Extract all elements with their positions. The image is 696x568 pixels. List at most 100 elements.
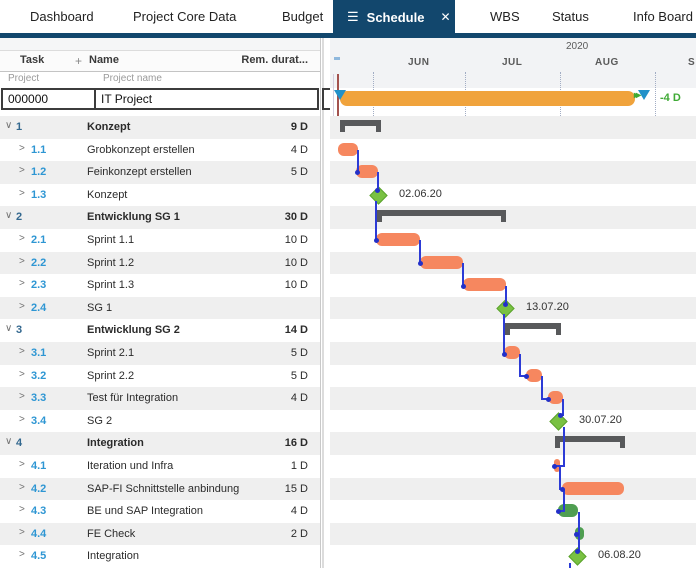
gantt-summary-bar[interactable] <box>555 436 625 449</box>
nav-tab-status[interactable]: Status <box>552 9 589 24</box>
expand-icon[interactable]: > <box>19 413 25 425</box>
milestone-icon[interactable] <box>369 186 388 205</box>
task-row[interactable]: >1.1 Grobkonzept erstellen 4 D <box>0 138 320 162</box>
task-name: Sprint 1.1 <box>87 233 135 246</box>
gantt-summary-bar[interactable] <box>377 210 506 223</box>
task-row[interactable]: >3.1 Sprint 2.1 5 D <box>0 341 320 365</box>
milestone-icon[interactable] <box>496 299 515 318</box>
gantt-task-bar[interactable] <box>548 391 563 405</box>
nav-tab-budget[interactable]: Budget <box>282 9 324 24</box>
task-row[interactable]: >2.2 Sprint 1.2 10 D <box>0 251 320 275</box>
gantt-task-bar[interactable] <box>338 142 358 156</box>
table-toolbar-strip <box>0 38 320 50</box>
nav-tab-project-core-data[interactable]: Project Core Data <box>133 9 237 24</box>
expand-icon[interactable]: > <box>19 165 25 177</box>
task-row[interactable]: ∨ 2 Entwicklung SG 1 30 D <box>0 206 320 229</box>
expand-icon[interactable]: > <box>19 504 25 516</box>
expand-icon[interactable]: > <box>19 345 25 357</box>
project-name-input[interactable] <box>94 88 319 110</box>
gantt-green-bar[interactable] <box>575 526 584 540</box>
collapse-icon[interactable]: ∨ <box>5 120 13 131</box>
expand-icon[interactable]: > <box>19 368 25 380</box>
task-row[interactable]: >4.2 SAP-FI Schnittstelle anbindung 15 D <box>0 477 320 501</box>
expand-icon[interactable]: > <box>19 255 25 267</box>
column-header-duration[interactable]: Rem. durat... <box>241 54 308 66</box>
expand-icon[interactable]: > <box>19 300 25 312</box>
gantt-task-bar[interactable] <box>526 368 542 382</box>
close-tab-icon[interactable]: ✕ <box>440 10 451 24</box>
nav-tab-schedule-active[interactable]: ☰ Schedule ✕ <box>333 0 455 38</box>
task-duration: 9 D <box>290 121 308 133</box>
panel-splitter[interactable] <box>321 38 330 568</box>
filter-project-label[interactable]: Project <box>8 73 40 84</box>
gantt-task-bar[interactable] <box>562 481 624 495</box>
task-row[interactable]: ∨ 4 Integration 16 D <box>0 432 320 455</box>
collapse-icon[interactable]: ∨ <box>5 323 13 335</box>
add-column-button[interactable]: + <box>75 54 83 68</box>
task-row[interactable]: ∨ 1 Konzept 9 D <box>0 116 320 139</box>
task-row[interactable]: >4.1 Iteration und Infra 1 D <box>0 454 320 478</box>
splitter-grip <box>322 38 324 568</box>
task-row[interactable]: >2.4 SG 1 <box>0 296 320 320</box>
milestone-icon[interactable] <box>549 412 568 431</box>
gantt-task-bar[interactable] <box>504 345 520 359</box>
task-row[interactable]: >2.1 Sprint 1.1 10 D <box>0 228 320 252</box>
task-row[interactable]: >2.3 Sprint 1.3 10 D <box>0 274 320 297</box>
expand-icon[interactable]: > <box>19 278 25 290</box>
task-list: ∨ 1 Konzept 9 D >1.1 Grobkonzept erstellen 4 D… <box>0 116 320 568</box>
gantt-summary-bar[interactable] <box>340 120 381 132</box>
gantt-task-bar[interactable] <box>463 278 506 292</box>
column-header-task[interactable]: Task <box>20 54 45 66</box>
gantt-row-band <box>330 364 696 388</box>
nav-tab-dashboard[interactable]: Dashboard <box>30 9 94 24</box>
milestone-date: 06.08.20 <box>598 549 641 562</box>
gantt-task-bar[interactable] <box>554 458 560 472</box>
task-row[interactable]: >3.4 SG 2 <box>0 409 320 433</box>
gantt-row-band <box>330 454 696 478</box>
task-name: FE Check <box>87 527 136 540</box>
task-row[interactable]: >1.3 Konzept <box>0 183 320 207</box>
task-number: 3 <box>16 324 23 337</box>
expand-icon[interactable]: > <box>19 187 25 199</box>
task-name: Sprint 2.1 <box>87 346 135 359</box>
task-row[interactable]: >4.5 Integration <box>0 545 320 568</box>
task-row[interactable]: >3.3 Test für Integration 4 D <box>0 387 320 410</box>
hamburger-icon[interactable]: ☰ <box>347 9 359 24</box>
task-number: 1.2 <box>31 166 47 179</box>
milestone-icon[interactable] <box>568 547 587 566</box>
nav-tab-wbs[interactable]: WBS <box>490 9 520 24</box>
task-row[interactable]: >3.2 Sprint 2.2 5 D <box>0 364 320 388</box>
gantt-task-bar[interactable] <box>376 232 420 246</box>
collapse-icon[interactable]: ∨ <box>5 210 13 222</box>
task-row[interactable]: >4.4 FE Check 2 D <box>0 522 320 546</box>
gantt-green-bar[interactable] <box>558 504 578 518</box>
filter-project-name-label[interactable]: Project name <box>103 73 162 84</box>
task-number: 2.1 <box>31 233 47 246</box>
expand-icon[interactable]: > <box>19 549 25 561</box>
gantt-rows: 02.06.20 13.07.20 30.07.20 06.08.20 <box>330 116 696 568</box>
task-duration: 5 D <box>290 166 308 179</box>
gantt-task-bar[interactable] <box>356 165 378 179</box>
column-header-name[interactable]: Name <box>89 54 119 66</box>
task-row[interactable]: >1.2 Feinkonzept erstellen 5 D <box>0 161 320 184</box>
gantt-project-bar[interactable] <box>340 91 635 106</box>
expand-icon[interactable]: > <box>19 232 25 244</box>
task-name: Sprint 1.3 <box>87 279 135 292</box>
project-id-input[interactable] <box>1 88 96 110</box>
task-duration: 10 D <box>284 233 308 246</box>
task-row[interactable]: >4.3 BE und SAP Integration 4 D <box>0 500 320 523</box>
task-duration: 4 D <box>290 143 308 156</box>
task-row[interactable]: ∨ 3 Entwicklung SG 2 14 D <box>0 319 320 342</box>
gantt-task-bar[interactable] <box>420 255 463 269</box>
expand-icon[interactable]: > <box>19 481 25 493</box>
collapse-icon[interactable]: ∨ <box>5 436 13 448</box>
expand-icon[interactable]: > <box>19 458 25 470</box>
nav-tab-info-board[interactable]: Info Board <box>633 9 693 24</box>
timeline-month-jul: JUL <box>502 57 523 68</box>
expand-icon[interactable]: > <box>19 526 25 538</box>
expand-icon[interactable]: > <box>19 142 25 154</box>
expand-icon[interactable]: > <box>19 391 25 403</box>
gantt-summary-bar[interactable] <box>505 323 561 336</box>
nav-accent-bar <box>0 33 696 38</box>
timeline-header: 2020 JUN JUL AUG S <box>330 38 696 88</box>
